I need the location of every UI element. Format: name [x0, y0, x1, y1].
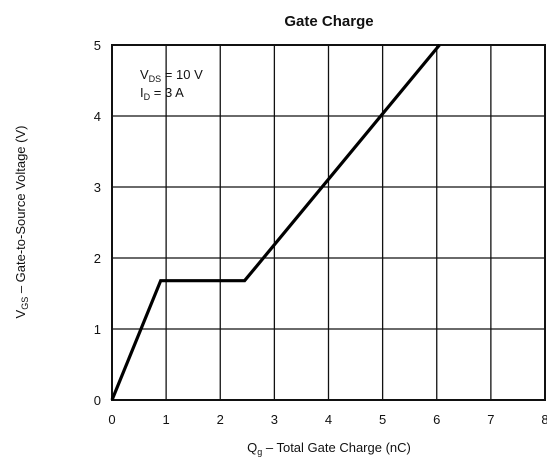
series-layer — [110, 43, 441, 401]
grid — [111, 44, 546, 401]
x-tick-label: 7 — [487, 412, 494, 427]
y-axis-label: VGS – Gate-to-Source Voltage (V) — [13, 126, 30, 319]
x-tick-label: 3 — [271, 412, 278, 427]
series-line — [110, 43, 441, 401]
y-axis-ticks: 0 1 2 3 4 5 — [94, 38, 101, 408]
x-axis-label-symbol: Q — [247, 440, 257, 455]
annotation-id-symbol: I — [140, 85, 144, 100]
conditions-annotation: VDS = 10 V ID = 3 A — [140, 67, 203, 102]
y-tick-label: 2 — [94, 251, 101, 266]
annotation-id: ID = 3 A — [140, 85, 184, 102]
y-axis-label-symbol: V — [13, 309, 28, 318]
x-axis-label-text: – Total Gate Charge (nC) — [262, 440, 411, 455]
x-axis-label: Qg – Total Gate Charge (nC) — [247, 440, 411, 457]
x-tick-label: 2 — [217, 412, 224, 427]
y-tick-label: 0 — [94, 393, 101, 408]
annotation-vds-subscript: DS — [149, 74, 162, 84]
annotation-id-value: = 3 A — [150, 85, 184, 100]
annotation-id-subscript: D — [144, 92, 151, 102]
x-axis-ticks: 0 1 2 3 4 5 6 7 8 — [108, 412, 547, 427]
y-tick-label: 5 — [94, 38, 101, 53]
y-tick-label: 1 — [94, 322, 101, 337]
annotation-vds-symbol: V — [140, 67, 149, 82]
x-tick-label: 5 — [379, 412, 386, 427]
x-tick-label: 8 — [541, 412, 547, 427]
y-axis-label-subscript: GS — [20, 297, 30, 310]
y-tick-label: 4 — [94, 109, 101, 124]
y-axis-label-text: – Gate-to-Source Voltage (V) — [13, 126, 28, 297]
chart-title: Gate Charge — [284, 13, 373, 30]
x-tick-label: 6 — [433, 412, 440, 427]
annotation-vds-value: = 10 V — [161, 67, 203, 82]
x-tick-label: 1 — [163, 412, 170, 427]
x-tick-label: 4 — [325, 412, 332, 427]
annotation-vds: VDS = 10 V — [140, 67, 203, 84]
x-tick-label: 0 — [108, 412, 115, 427]
x-axis-label-subscript: g — [257, 447, 262, 457]
y-tick-label: 3 — [94, 180, 101, 195]
plot-frame — [111, 44, 546, 401]
